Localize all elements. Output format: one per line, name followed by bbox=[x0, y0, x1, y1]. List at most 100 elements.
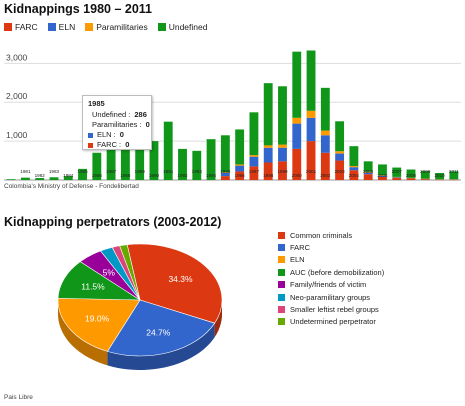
bar-segment-undefined[interactable] bbox=[335, 121, 345, 152]
bar-segment-undefined[interactable] bbox=[420, 171, 430, 179]
pie-slice[interactable] bbox=[57, 297, 141, 352]
bar-segment-undefined[interactable] bbox=[63, 176, 73, 180]
bar-segment-eln[interactable] bbox=[278, 147, 287, 162]
bar-segment-farc[interactable] bbox=[220, 176, 230, 180]
bar-segment-paramilitaries[interactable] bbox=[420, 178, 430, 180]
bar-segment-undefined[interactable] bbox=[163, 121, 173, 180]
legend-item-eln[interactable]: ELN bbox=[47, 22, 76, 32]
pie-legend-item-farc[interactable]: FARC bbox=[278, 241, 384, 253]
bar-segment-undefined[interactable] bbox=[292, 51, 302, 118]
bar-segment-undefined[interactable] bbox=[320, 87, 330, 131]
bar-segment-eln[interactable] bbox=[349, 167, 359, 171]
x-tick-label: 1990 bbox=[149, 173, 160, 178]
bar-segment-farc[interactable] bbox=[363, 174, 373, 180]
bar-segment-undefined[interactable] bbox=[20, 177, 30, 180]
bar-segment-undefined[interactable] bbox=[206, 139, 216, 180]
bar-segment-undefined[interactable] bbox=[363, 161, 373, 172]
bar-segment-eln[interactable] bbox=[335, 153, 345, 161]
bar-segment-farc[interactable] bbox=[306, 141, 316, 180]
pie-legend-item-auc[interactable]: AUC (before demobilization) bbox=[278, 266, 384, 278]
bar-segment-paramilitaries[interactable] bbox=[406, 177, 416, 179]
bar-segment-undefined[interactable] bbox=[192, 150, 202, 180]
bar-segment-farc[interactable] bbox=[335, 160, 345, 180]
tooltip-label: FARC bbox=[97, 140, 118, 149]
bar-segment-paramilitaries[interactable] bbox=[392, 176, 402, 178]
bar-segment-paramilitaries[interactable] bbox=[335, 151, 345, 154]
bar-segment-undefined[interactable] bbox=[449, 171, 459, 180]
bar-segment-undefined[interactable] bbox=[406, 169, 416, 178]
bar-segment-undefined[interactable] bbox=[263, 83, 273, 146]
bar-segment-undefined[interactable] bbox=[392, 167, 402, 177]
bar-segment-undefined[interactable] bbox=[135, 143, 145, 180]
pie-legend-item-eln[interactable]: ELN bbox=[278, 254, 384, 266]
bar-segment-eln[interactable] bbox=[378, 175, 387, 177]
bar-segment-undefined[interactable] bbox=[49, 177, 59, 180]
bar-segment-paramilitaries[interactable] bbox=[435, 179, 445, 180]
bar-segment-eln[interactable] bbox=[306, 117, 316, 142]
legend-item-farc[interactable]: FARC bbox=[4, 22, 38, 32]
bar-segment-paramilitaries[interactable] bbox=[249, 155, 259, 157]
bar-segment-undefined[interactable] bbox=[249, 112, 259, 156]
bar-segment-farc[interactable] bbox=[406, 178, 416, 180]
bar-segment-farc[interactable] bbox=[392, 178, 402, 180]
tooltip-value: 0 bbox=[125, 140, 130, 149]
bar-segment-paramilitaries[interactable] bbox=[220, 172, 230, 173]
bar-segment-undefined[interactable] bbox=[235, 129, 245, 165]
bar-segment-eln[interactable] bbox=[292, 123, 302, 149]
x-tick-label: 1982 bbox=[35, 173, 46, 178]
bar-segment-eln[interactable] bbox=[249, 156, 259, 167]
bar-segment-undefined[interactable] bbox=[106, 146, 116, 180]
pie-legend-item-family-friends[interactable]: Family/friends of victim bbox=[278, 279, 384, 291]
bar-segment-eln[interactable] bbox=[392, 177, 402, 179]
pie-legend-item-undetermined[interactable]: Undetermined perpetrator bbox=[278, 316, 384, 328]
bar-segment-eln[interactable] bbox=[363, 172, 373, 175]
bar-segment-eln[interactable] bbox=[220, 173, 230, 177]
bar-segment-undefined[interactable] bbox=[120, 145, 130, 180]
bar-segment-eln[interactable] bbox=[263, 147, 273, 163]
bar-segment-eln[interactable] bbox=[235, 165, 245, 172]
bar-segment-paramilitaries[interactable] bbox=[306, 110, 316, 118]
bar-segment-undefined[interactable] bbox=[278, 86, 287, 145]
bar-segment-farc[interactable] bbox=[235, 171, 245, 180]
bar-segment-paramilitaries[interactable] bbox=[349, 166, 359, 168]
legend-item-paramilitaries[interactable]: Paramilitaries bbox=[85, 22, 148, 32]
pie-legend-item-neo-paramilitary[interactable]: Neo-paramilitary groups bbox=[278, 291, 384, 303]
x-tick-label: 1996 bbox=[235, 173, 246, 178]
bar-segment-farc[interactable] bbox=[420, 179, 430, 180]
bar-segment-undefined[interactable] bbox=[92, 152, 102, 180]
bar-segment-paramilitaries[interactable] bbox=[449, 179, 459, 180]
pie-legend-item-common-criminals[interactable]: Common criminals bbox=[278, 229, 384, 241]
bar-segment-undefined[interactable] bbox=[6, 179, 16, 180]
legend-item-undefined[interactable]: Undefined bbox=[157, 22, 207, 32]
pie-chart-title: Kidnapping perpetrators (2003-2012) bbox=[4, 215, 222, 229]
bar-segment-undefined[interactable] bbox=[220, 135, 230, 173]
bar-segment-farc[interactable] bbox=[278, 161, 287, 180]
bar-segment-undefined[interactable] bbox=[378, 164, 387, 176]
bar-segment-paramilitaries[interactable] bbox=[363, 171, 373, 173]
bar-segment-undefined[interactable] bbox=[435, 173, 445, 180]
bar-segment-paramilitaries[interactable] bbox=[292, 117, 302, 124]
bar-segment-undefined[interactable] bbox=[349, 146, 359, 166]
bar-segment-farc[interactable] bbox=[349, 170, 359, 180]
bar-segment-paramilitaries[interactable] bbox=[320, 130, 330, 136]
bar-segment-farc[interactable] bbox=[263, 162, 273, 181]
legend-label: ELN bbox=[58, 22, 76, 32]
bar-segment-farc[interactable] bbox=[378, 176, 387, 180]
bar-segment-paramilitaries[interactable] bbox=[263, 145, 273, 148]
pie-slice[interactable] bbox=[119, 244, 141, 301]
bar-segment-paramilitaries[interactable] bbox=[378, 175, 387, 176]
bar-segment-undefined[interactable] bbox=[78, 168, 87, 180]
pie-legend-item-smaller-leftist[interactable]: Smaller leftist rebel groups bbox=[278, 303, 384, 315]
pie-slice[interactable] bbox=[126, 243, 223, 324]
bar-segment-farc[interactable] bbox=[320, 152, 330, 180]
bar-segment-undefined[interactable] bbox=[178, 148, 187, 180]
bar-segment-farc[interactable] bbox=[292, 148, 302, 180]
bar-segment-eln[interactable] bbox=[320, 135, 330, 153]
bar-segment-undefined[interactable] bbox=[306, 50, 316, 111]
pie-slice[interactable] bbox=[106, 299, 216, 357]
bar-segment-paramilitaries[interactable] bbox=[235, 164, 245, 166]
bar-segment-undefined[interactable] bbox=[35, 178, 45, 180]
bar-segment-undefined[interactable] bbox=[149, 141, 159, 180]
bar-segment-farc[interactable] bbox=[249, 166, 259, 180]
bar-segment-paramilitaries[interactable] bbox=[278, 144, 287, 148]
